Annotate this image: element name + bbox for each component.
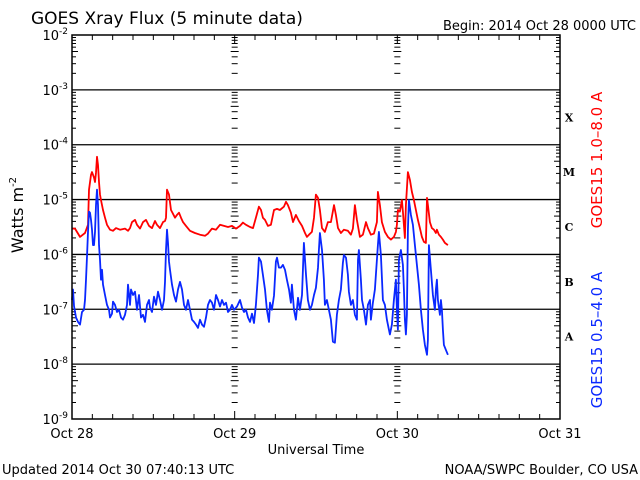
y-axis-label-text: Watts m <box>8 187 27 253</box>
axis-ticks <box>72 35 560 419</box>
series-line-goes15-short <box>71 188 449 356</box>
y-tick-label-exponent: -9 <box>59 411 68 421</box>
y-tick-labels: 10-210-310-410-510-610-710-810-9 <box>42 27 68 428</box>
y-tick-label: 10-4 <box>42 137 68 154</box>
plot-frame <box>71 34 561 420</box>
flare-class-label: C <box>565 221 574 234</box>
y-tick-label-exponent: -5 <box>59 192 68 202</box>
y-axis-label: Watts m-2 <box>8 177 27 253</box>
x-tick-label: Oct 31 <box>538 427 581 442</box>
y-tick-label-exponent: -2 <box>59 27 68 37</box>
y-tick-label: 10-8 <box>42 356 68 373</box>
chart-title: GOES Xray Flux (5 minute data) <box>31 9 303 29</box>
y-tick-label-exponent: -8 <box>59 356 68 366</box>
legend-goes15-long: GOES15 1.0–8.0 A <box>588 91 606 228</box>
flare-class-labels: X M C B A <box>563 111 575 343</box>
source-credit: NOAA/SWPC Boulder, CO USA <box>445 463 638 478</box>
y-tick-label: 10-2 <box>42 27 68 44</box>
x-tick-label: Oct 28 <box>50 427 93 442</box>
flare-class-label: B <box>564 276 573 289</box>
y-tick-label-base: 10 <box>42 84 59 99</box>
grid-lines <box>72 89 560 365</box>
updated-timestamp: Updated 2014 Oct 30 07:40:13 UTC <box>2 463 234 478</box>
y-tick-label: 10-9 <box>42 411 68 428</box>
series-line-goes15-long <box>72 155 449 246</box>
x-tick-labels: Oct 28 Oct 29 Oct 30 Oct 31 <box>50 427 581 442</box>
y-tick-label-base: 10 <box>42 413 59 428</box>
y-tick-label-exponent: -7 <box>59 301 68 311</box>
y-tick-label-base: 10 <box>42 248 59 263</box>
flare-class-label: M <box>563 166 575 179</box>
begin-label: Begin: 2014 Oct 28 0000 UTC <box>443 19 636 34</box>
flare-class-label: X <box>565 111 574 124</box>
x-axis-label: Universal Time <box>268 443 365 458</box>
x-tick-label: Oct 29 <box>213 427 256 442</box>
y-tick-label-base: 10 <box>42 358 59 373</box>
y-tick-label-base: 10 <box>42 194 59 209</box>
y-tick-label-base: 10 <box>42 29 59 44</box>
y-axis-label-exponent: -2 <box>8 177 19 187</box>
flare-class-label: A <box>564 331 574 344</box>
y-tick-label-base: 10 <box>42 303 59 318</box>
y-tick-label-exponent: -3 <box>59 82 68 92</box>
y-tick-label: 10-7 <box>42 301 68 318</box>
series-lines <box>71 155 449 356</box>
x-tick-label: Oct 30 <box>376 427 419 442</box>
y-tick-label: 10-6 <box>42 246 68 263</box>
y-tick-label-base: 10 <box>42 139 59 154</box>
y-tick-label: 10-3 <box>42 82 68 99</box>
y-tick-label: 10-5 <box>42 192 68 209</box>
y-tick-label-exponent: -4 <box>59 137 68 147</box>
legend-goes15-short: GOES15 0.5–4.0 A <box>588 271 606 408</box>
y-tick-label-exponent: -6 <box>59 246 68 256</box>
